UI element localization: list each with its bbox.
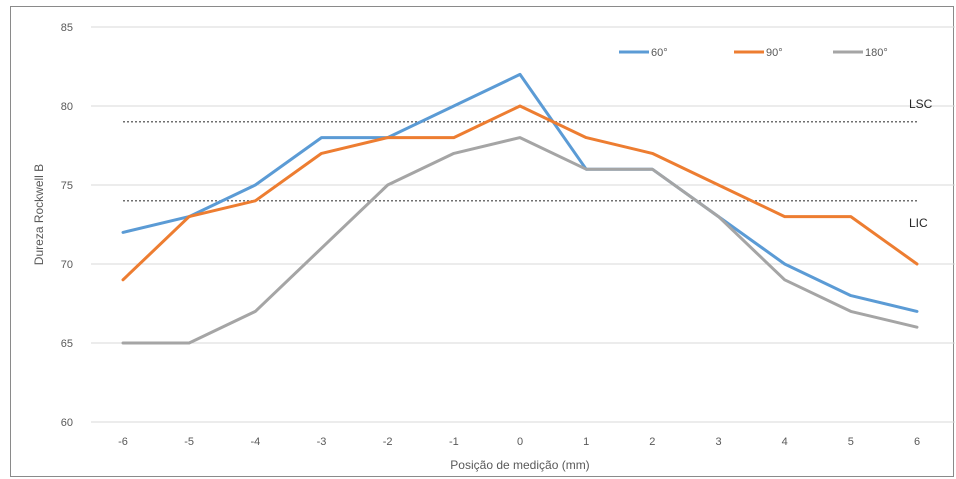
- series-line-1: [121, 104, 919, 282]
- x-tick-label: 3: [715, 436, 721, 448]
- x-tick-label: -4: [250, 436, 260, 448]
- x-tick-label: -5: [184, 436, 194, 448]
- x-tick-label: 0: [517, 436, 523, 448]
- x-tick-label: 1: [583, 436, 589, 448]
- y-tick-label: 60: [61, 417, 73, 429]
- x-tick-label: -6: [118, 436, 128, 448]
- y-axis-title: Dureza Rockwell B: [32, 164, 46, 265]
- series-line-0: [121, 72, 919, 313]
- y-tick-label: 65: [61, 338, 73, 350]
- chart-frame: 60 65 70 75 80 85 -6 -5 -4 -3 -2 -1 0 1 2 3 4 5 6 LSC LIC …: [10, 6, 955, 477]
- x-tick-label: 4: [782, 436, 788, 448]
- gridlines: [91, 26, 955, 423]
- series-lines: [121, 72, 919, 345]
- series-line-2: [121, 136, 919, 345]
- y-tick-label: 70: [61, 259, 73, 271]
- legend-label: 180°: [865, 47, 888, 59]
- y-axis-ticks: 60 65 70 75 80 85: [61, 22, 73, 429]
- legend: 60° 90° 180°: [619, 47, 888, 59]
- x-tick-label: 5: [848, 436, 854, 448]
- x-tick-label: -3: [317, 436, 327, 448]
- x-tick-label: -1: [449, 436, 459, 448]
- y-tick-label: 75: [61, 180, 73, 192]
- x-tick-label: 6: [914, 436, 920, 448]
- x-axis-title: Posição de medição (mm): [450, 458, 589, 472]
- reference-lines: LSC LIC: [123, 97, 933, 230]
- reference-label-lsc: LSC: [909, 97, 933, 111]
- legend-label: 60°: [651, 47, 668, 59]
- y-tick-label: 85: [61, 22, 73, 34]
- x-tick-label: 2: [649, 436, 655, 448]
- x-axis-ticks: -6 -5 -4 -3 -2 -1 0 1 2 3 4 5 6: [118, 436, 920, 448]
- y-tick-label: 80: [61, 101, 73, 113]
- legend-label: 90°: [766, 47, 783, 59]
- x-tick-label: -2: [383, 436, 393, 448]
- reference-label-lic: LIC: [909, 216, 928, 230]
